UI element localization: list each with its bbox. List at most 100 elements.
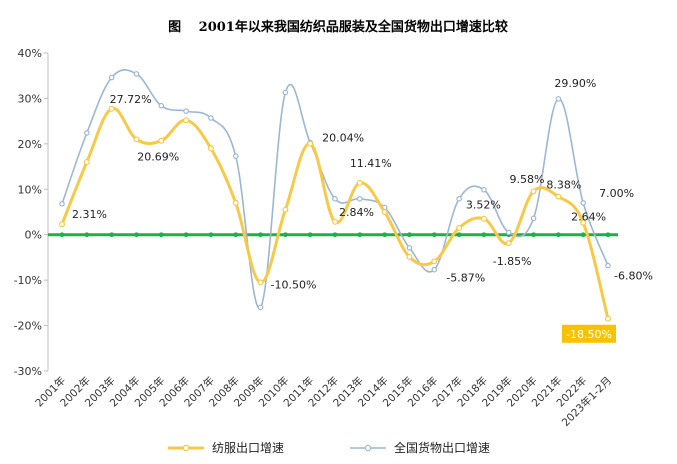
data-point xyxy=(406,253,413,260)
data-point xyxy=(58,221,65,228)
data-point xyxy=(282,206,289,213)
data-point xyxy=(158,137,165,144)
legend-marker xyxy=(182,444,190,452)
data-label: 9.58% xyxy=(510,173,545,186)
data-point xyxy=(257,279,264,286)
zero-line-marker xyxy=(555,232,561,238)
data-label: -5.87% xyxy=(446,271,485,284)
series-lines xyxy=(58,69,611,322)
data-point xyxy=(183,117,190,124)
zero-line-marker xyxy=(382,232,388,238)
data-point xyxy=(406,245,413,251)
y-tick-label: 40% xyxy=(18,47,42,60)
data-point xyxy=(356,179,363,186)
zero-line-marker xyxy=(357,232,363,238)
zero-line-marker xyxy=(258,232,263,238)
data-point xyxy=(307,140,314,147)
zero-line-marker xyxy=(59,232,65,238)
data-point xyxy=(332,196,338,202)
data-point xyxy=(332,218,339,225)
data-point xyxy=(133,136,140,143)
data-point xyxy=(431,266,438,273)
x-axis: 2001年2002年2003年2004年2005年2006年2007年2008年… xyxy=(33,374,615,429)
legend-label-0: 纺服出口增速 xyxy=(212,441,284,455)
data-label: 7.00% xyxy=(599,187,634,200)
data-point xyxy=(505,229,512,236)
data-point xyxy=(505,240,512,247)
data-label: 29.90% xyxy=(554,77,596,90)
data-point xyxy=(481,186,487,193)
data-point xyxy=(133,71,140,77)
data-point xyxy=(555,193,562,200)
zero-line-marker xyxy=(307,232,313,238)
data-point xyxy=(431,258,438,265)
data-point xyxy=(605,262,611,269)
data-point xyxy=(207,145,214,152)
data-point xyxy=(108,74,115,81)
data-point xyxy=(604,315,611,322)
data-point xyxy=(357,196,363,202)
highlight-label-box xyxy=(562,324,616,343)
data-point xyxy=(530,215,537,222)
data-label: 20.69% xyxy=(137,151,179,164)
legend-marker xyxy=(364,444,372,452)
data-point xyxy=(456,224,463,231)
data-point xyxy=(257,304,264,311)
data-point xyxy=(456,196,462,202)
data-point xyxy=(232,153,239,159)
data-point xyxy=(232,199,239,206)
y-tick-label: -10% xyxy=(14,274,42,287)
data-label: -10.50% xyxy=(271,278,317,291)
zero-line-marker xyxy=(431,232,437,238)
data-labels: 2.31% 27.72% 20.69% -10.50% 20.04% 2.84% 11.41… xyxy=(72,77,653,343)
data-point xyxy=(208,115,214,121)
data-point xyxy=(530,188,537,195)
legend: 纺服出口增速 全国货物出口增速 xyxy=(168,440,490,455)
zero-line-marker xyxy=(109,232,115,238)
data-label: -6.80% xyxy=(614,270,653,283)
zero-line-marker xyxy=(407,232,412,238)
data-label: 2.84% xyxy=(339,206,374,219)
data-label: 2.64% xyxy=(571,211,606,224)
data-point xyxy=(580,200,586,206)
series-line-0 xyxy=(60,107,610,320)
data-point xyxy=(381,209,388,216)
y-tick-label: 30% xyxy=(18,92,42,105)
zero-line-marker xyxy=(605,232,611,238)
zero-line-marker xyxy=(233,232,239,238)
zero-line-marker xyxy=(456,232,462,238)
data-label: 27.72% xyxy=(110,93,152,106)
y-tick-label: 0% xyxy=(25,229,42,242)
data-label: 8.38% xyxy=(546,179,581,192)
data-label: 11.41% xyxy=(350,157,392,170)
zero-line-marker xyxy=(183,232,189,238)
chart-title: 图 2001年以来我国纺织品服装及全国货物出口增速比较 xyxy=(168,19,508,35)
data-point xyxy=(83,159,90,166)
zero-line-marker xyxy=(531,232,536,238)
data-point xyxy=(183,108,189,114)
data-label: 3.52% xyxy=(466,199,501,212)
zero-line-marker xyxy=(282,232,288,238)
data-point xyxy=(158,102,165,109)
data-label: -1.85% xyxy=(493,255,532,268)
data-point xyxy=(555,96,562,102)
zero-line xyxy=(48,232,618,238)
zero-line-marker xyxy=(158,232,164,238)
y-axis: 40% 30% 20% 10% 0% -10% -20% -30% xyxy=(14,47,49,378)
data-label: 20.04% xyxy=(322,132,364,145)
data-point xyxy=(282,89,289,96)
zero-line-marker xyxy=(134,232,139,238)
data-point xyxy=(108,105,115,112)
zero-line-marker xyxy=(84,232,90,238)
zero-line-marker xyxy=(580,232,586,238)
y-tick-label: 10% xyxy=(18,183,42,196)
y-tick-label: -30% xyxy=(14,365,42,378)
zero-line-marker xyxy=(332,232,338,238)
data-label: 2.31% xyxy=(72,208,107,221)
data-point xyxy=(84,130,90,136)
data-point xyxy=(480,215,487,222)
data-point xyxy=(580,219,587,226)
y-tick-label: 20% xyxy=(18,138,42,151)
zero-line-marker xyxy=(208,232,214,238)
